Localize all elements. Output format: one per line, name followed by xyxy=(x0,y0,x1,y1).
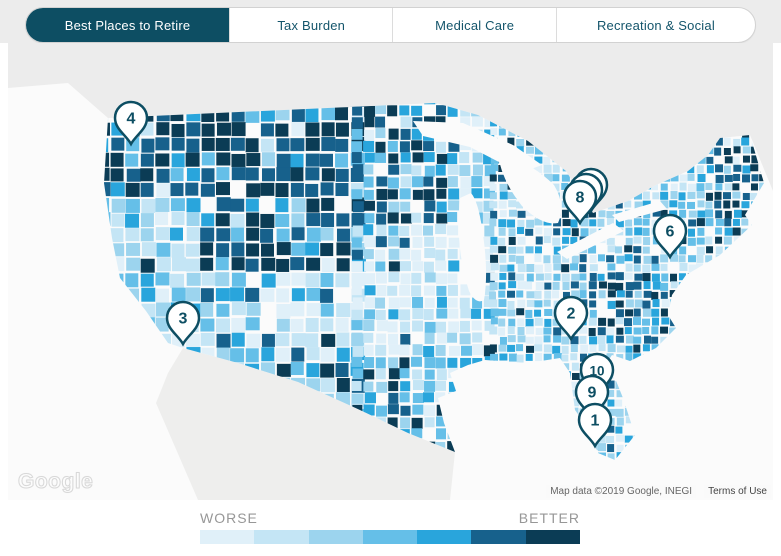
legend-better-label: BETTER xyxy=(518,510,580,526)
svg-text:8: 8 xyxy=(576,190,585,207)
terms-of-use-link[interactable]: Terms of Use xyxy=(704,485,771,498)
tab-best-places-to-retire[interactable]: Best Places to Retire xyxy=(26,8,230,42)
legend-footer: WORSE BETTER xyxy=(0,500,781,556)
mexico-landmass xyxy=(156,348,455,500)
legend-swatch-7 xyxy=(525,530,580,544)
map-pin-2[interactable]: 2 xyxy=(551,293,591,342)
tab-medical-care[interactable]: Medical Care xyxy=(392,8,555,42)
map-pin-4[interactable]: 4 xyxy=(111,98,151,147)
lake-ontario xyxy=(612,201,667,222)
choropleth-map[interactable]: 4 8 6 2 3 10 9 1 Google Map data ©2019 Google, … xyxy=(8,43,773,500)
svg-text:2: 2 xyxy=(567,306,576,323)
color-legend: WORSE BETTER xyxy=(200,510,580,544)
legend-swatch-5 xyxy=(417,530,472,544)
svg-text:4: 4 xyxy=(127,110,136,127)
map-pin-3[interactable]: 3 xyxy=(163,298,203,347)
legend-swatch-3 xyxy=(308,530,363,544)
legend-worse-label: WORSE xyxy=(200,510,258,526)
us-county-map xyxy=(8,43,773,500)
canada-landmass xyxy=(8,43,773,213)
map-pin-6[interactable]: 6 xyxy=(650,211,690,260)
svg-text:9: 9 xyxy=(587,385,596,402)
header-strip: Best Places to Retire Tax Burden Medical C… xyxy=(0,0,781,43)
legend-swatch-1 xyxy=(200,530,255,544)
svg-text:10: 10 xyxy=(590,364,605,379)
map-pin-1[interactable]: 1 xyxy=(575,400,615,449)
lake-michigan xyxy=(458,193,487,302)
map-pin-8[interactable]: 8 xyxy=(560,167,609,226)
svg-text:6: 6 xyxy=(665,223,674,240)
svg-text:3: 3 xyxy=(179,311,188,328)
pin-layer: 4 8 6 2 3 10 9 1 xyxy=(8,43,773,500)
lake-huron xyxy=(498,155,562,224)
lake-erie xyxy=(557,223,624,259)
legend-swatch-4 xyxy=(362,530,418,544)
tab-tax-burden[interactable]: Tax Burden xyxy=(229,8,392,42)
legend-color-scale xyxy=(200,530,580,544)
svg-text:1: 1 xyxy=(590,413,599,430)
map-attribution-bar: Map data ©2019 Google, INEGI Terms of Us… xyxy=(546,485,771,498)
tab-bar: Best Places to Retire Tax Burden Medical C… xyxy=(25,7,756,43)
tab-recreation-social[interactable]: Recreation & Social xyxy=(555,8,755,42)
google-logo[interactable]: Google xyxy=(17,470,94,494)
great-lakes xyxy=(413,121,667,302)
legend-swatch-2 xyxy=(254,530,309,544)
legend-swatch-6 xyxy=(471,530,526,544)
map-data-credit: Map data ©2019 Google, INEGI xyxy=(546,485,697,498)
